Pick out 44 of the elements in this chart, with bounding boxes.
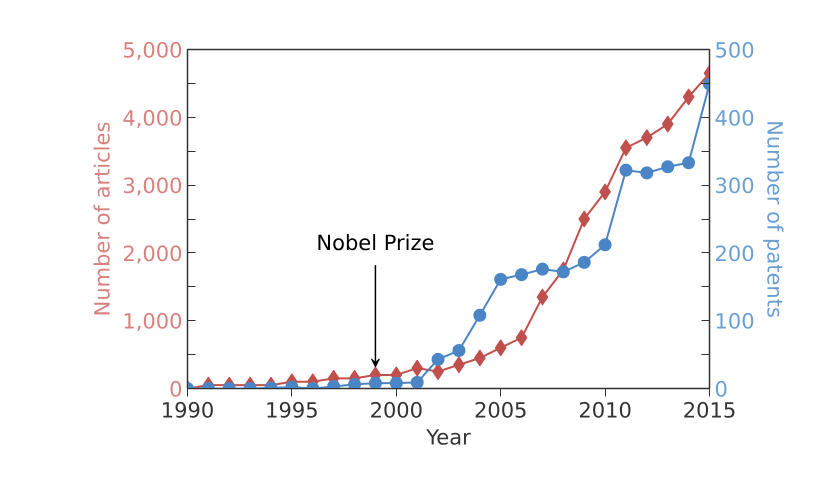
point — [619, 164, 632, 177]
y-tick-label: 1,000 — [122, 310, 183, 334]
x-tick-label: 2010 — [578, 398, 632, 422]
x-tick-label: 2000 — [370, 398, 424, 422]
point — [578, 256, 591, 269]
y-tick-label: 2,000 — [122, 242, 183, 266]
point — [661, 160, 674, 174]
y2-tick-label: 0 — [714, 378, 728, 402]
annotation: Nobel Prize — [316, 230, 434, 255]
point — [452, 344, 466, 358]
point — [640, 166, 654, 180]
point — [494, 272, 508, 286]
point — [432, 352, 445, 366]
point — [390, 376, 403, 388]
x-tick-label: 1990 — [160, 398, 214, 422]
x-tick-label: 2005 — [474, 398, 528, 422]
point — [515, 268, 528, 282]
y2-tick-label: 400 — [714, 106, 755, 130]
y-tick-label: 4,000 — [122, 106, 183, 130]
y2-axis-title: Number of patents — [762, 120, 787, 318]
y2-tick-label: 200 — [714, 242, 755, 266]
point — [662, 116, 674, 133]
point — [410, 376, 424, 388]
x-axis-title: Year — [425, 426, 472, 450]
point — [348, 378, 362, 388]
x-tick-label: 1995 — [265, 398, 319, 422]
y2-tick-label: 300 — [714, 174, 755, 198]
point — [556, 265, 570, 278]
point — [473, 308, 486, 322]
x-tick-label: 2015 — [682, 398, 736, 422]
point — [494, 339, 507, 356]
y-tick-label: 0 — [169, 378, 183, 402]
point — [578, 210, 590, 228]
y-tick-label: 3,000 — [122, 174, 183, 198]
point — [682, 156, 696, 170]
y-axis-title: Number of articles — [90, 122, 114, 316]
point — [411, 360, 424, 377]
point — [536, 262, 549, 276]
y-tick-label: 5,000 — [122, 38, 183, 62]
point — [474, 349, 486, 366]
y2-tick-label: 100 — [714, 310, 755, 334]
y2-tick-label: 500 — [714, 38, 755, 62]
point — [598, 238, 612, 252]
point — [368, 376, 382, 388]
